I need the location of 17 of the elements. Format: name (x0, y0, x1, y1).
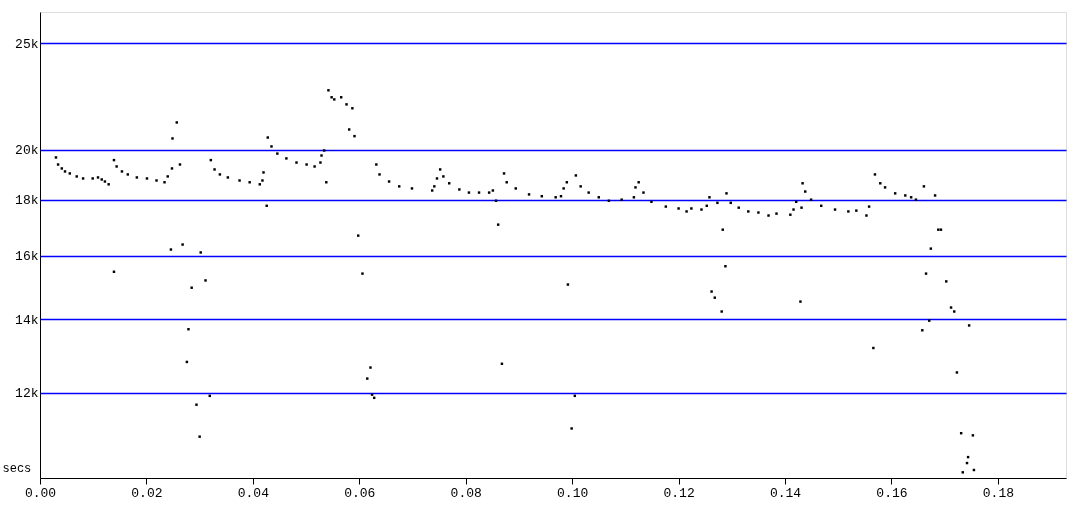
y-tick-label: 20k (15, 143, 39, 159)
x-axis-title: secs (2, 461, 32, 476)
x-tick-label: 0.04 (237, 485, 270, 501)
x-tick-label: 0.08 (450, 485, 482, 501)
y-tick-label: 12k (15, 386, 39, 402)
x-tick-label: 0.06 (344, 485, 376, 501)
y-tick-label: 14k (15, 312, 39, 328)
y-tick-label: 18k (15, 193, 39, 209)
x-tick-label: 0.00 (24, 485, 57, 501)
x-tick-label: 0.16 (876, 485, 908, 501)
x-tick-label: 0.18 (982, 485, 1014, 501)
y-tick-label: 25k (15, 36, 39, 52)
y-tick-label: 16k (15, 249, 39, 265)
x-tick-label: 0.12 (663, 485, 695, 501)
x-tick-label: 0.02 (131, 485, 163, 501)
x-tick-label: 0.10 (557, 485, 589, 501)
x-tick-label: 0.14 (769, 485, 802, 501)
